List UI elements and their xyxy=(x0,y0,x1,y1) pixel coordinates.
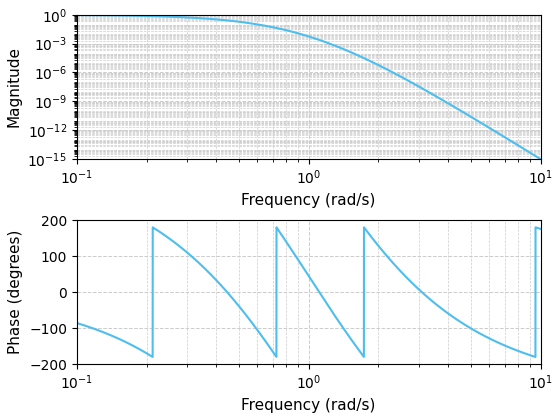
Y-axis label: Phase (degrees): Phase (degrees) xyxy=(8,230,24,354)
X-axis label: Frequency (rad/s): Frequency (rad/s) xyxy=(241,193,376,207)
Y-axis label: Magnitude: Magnitude xyxy=(7,46,22,127)
X-axis label: Frequency (rad/s): Frequency (rad/s) xyxy=(241,398,376,413)
